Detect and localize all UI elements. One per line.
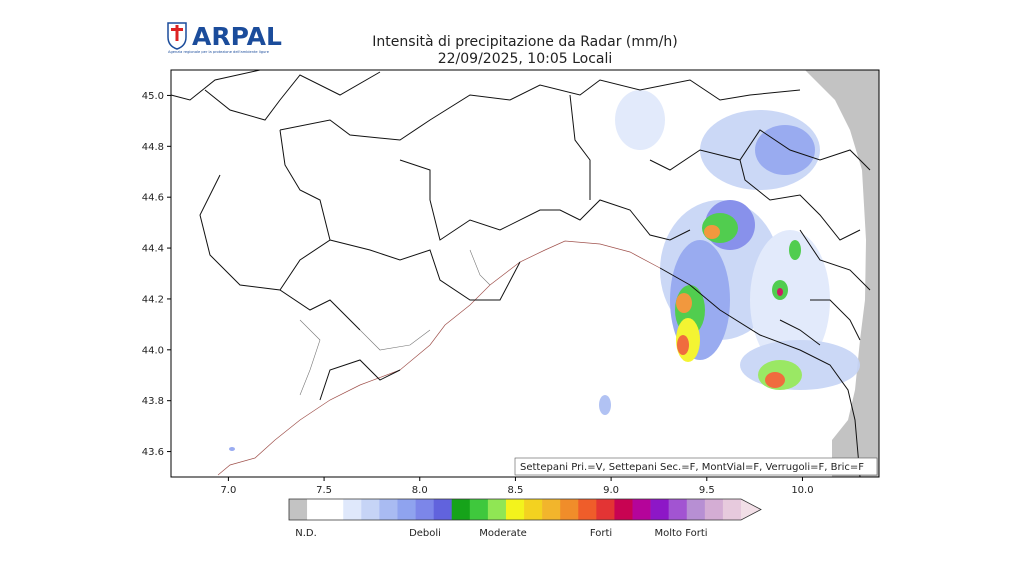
colorbar-segment [614, 499, 633, 520]
map-area [170, 69, 880, 478]
colorbar-segment [686, 499, 706, 520]
logo-text: ARPAL [192, 22, 282, 51]
x-tick-label: 8.5 [507, 485, 523, 496]
colorbar-label: Deboli [409, 528, 441, 539]
y-tick-label: 45.0 [142, 91, 164, 102]
colorbar-segment [704, 499, 724, 520]
x-tick-label: 9.0 [603, 485, 619, 496]
colorbar-label: Moderate [479, 528, 527, 539]
colorbar-segment [632, 499, 651, 520]
colorbar-segment [451, 499, 471, 520]
chart-title: Intensità di precipitazione da Radar (mm… [372, 34, 677, 50]
colorbar-segment [289, 499, 308, 520]
colorbar-segment [524, 499, 543, 520]
no-data-area [805, 70, 879, 477]
y-tick-label: 43.6 [142, 447, 164, 458]
colorbar-label: N.D. [295, 528, 317, 539]
x-tick-label: 9.5 [699, 485, 715, 496]
logo-caption: Agenzia regionale per la protezione dell… [168, 50, 270, 54]
colorbar-segment [596, 499, 615, 520]
y-tick-label: 44.0 [142, 345, 164, 356]
y-tick-label: 43.8 [142, 396, 164, 407]
colorbar [288, 498, 762, 521]
colorbar-segment [379, 499, 398, 520]
colorbar-segment [307, 499, 326, 520]
colorbar-segment [325, 499, 344, 520]
colorbar-segment [542, 499, 561, 520]
x-tick-label: 8.0 [412, 485, 428, 496]
colorbar-segment [505, 499, 525, 520]
colorbar-label: Molto Forti [654, 528, 707, 539]
note-box [514, 457, 878, 476]
colorbar-segment [578, 499, 597, 520]
colorbar-segment [397, 499, 416, 520]
radar-echoes [229, 90, 860, 451]
colorbar-segment [487, 499, 507, 520]
x-tick-label: 10.0 [791, 485, 813, 496]
chart-subtitle: 22/09/2025, 10:05 Locali [438, 51, 613, 67]
colorbar-segment [722, 499, 742, 520]
colorbar-segment [668, 499, 688, 520]
y-tick-label: 44.6 [142, 193, 164, 204]
colorbar-segment [433, 499, 453, 520]
y-tick-label: 44.4 [142, 244, 164, 255]
colorbar-segment [415, 499, 434, 520]
colorbar-segment [361, 499, 380, 520]
colorbar-segment [650, 499, 669, 520]
plot-frame [170, 69, 880, 478]
note: Settepani Pri.=V, Settepani Sec.=F, Mont… [520, 462, 864, 473]
colorbar-segment [469, 499, 489, 520]
colorbar-frame [288, 498, 762, 521]
y-tick-label: 44.8 [142, 142, 164, 153]
x-tick-label: 7.5 [316, 485, 332, 496]
colorbar-segment [343, 499, 362, 520]
y-tick-label: 44.2 [142, 294, 164, 305]
x-tick-label: 7.0 [220, 485, 236, 496]
colorbar-label: Forti [590, 528, 612, 539]
colorbar-segment [560, 499, 579, 520]
logo: ARPAL Agenzia regionale per la protezion… [167, 22, 282, 54]
colorbar-extension [741, 499, 761, 520]
